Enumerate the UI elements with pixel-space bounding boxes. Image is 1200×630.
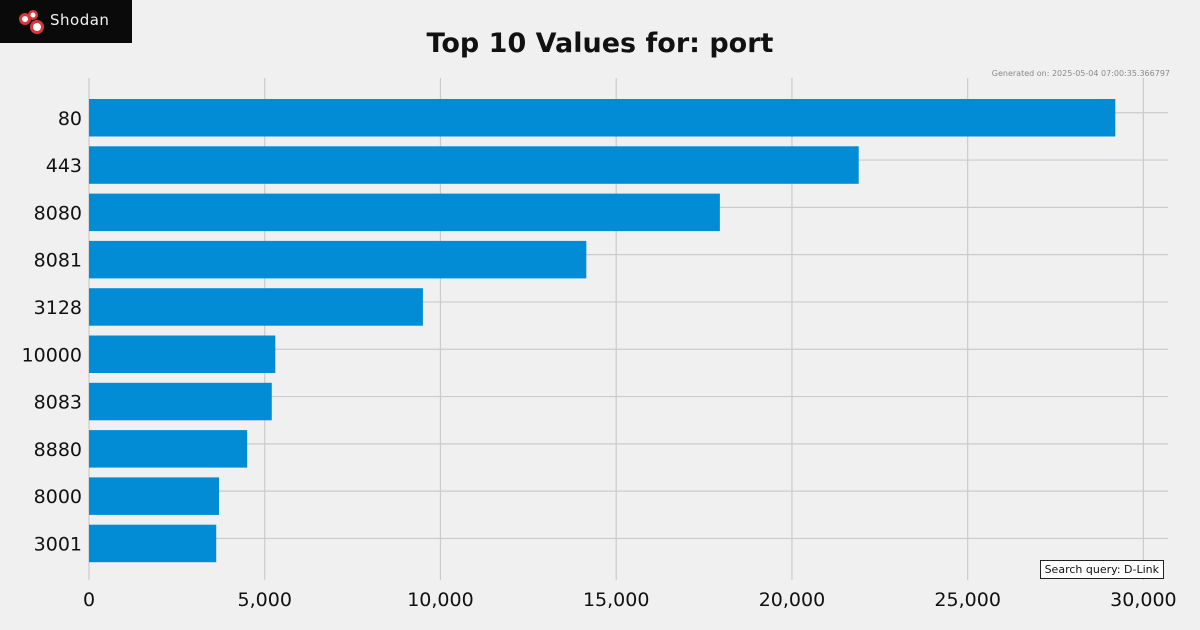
x-tick-label: 10,000 xyxy=(407,589,473,611)
y-tick-label: 8083 xyxy=(34,392,82,414)
brand-name: Shodan xyxy=(50,11,110,29)
bar-8880 xyxy=(89,430,248,468)
y-tick-label: 8080 xyxy=(34,202,82,224)
x-tick-label: 20,000 xyxy=(759,589,825,611)
bar-8083 xyxy=(89,382,272,421)
shodan-logo: Shodan xyxy=(0,0,132,43)
bar-8081 xyxy=(89,240,587,279)
y-tick-label: 80 xyxy=(58,108,82,130)
x-tick-label: 25,000 xyxy=(934,589,1000,611)
y-tick-label: 10000 xyxy=(22,344,82,366)
generated-timestamp: Generated on: 2025-05-04 07:00:35.366797 xyxy=(991,69,1170,78)
x-tick-label: 0 xyxy=(83,589,95,611)
bar-3001 xyxy=(89,524,217,563)
y-tick-label: 3001 xyxy=(34,533,82,555)
bar-8080 xyxy=(89,193,720,232)
chart-title: Top 10 Values for: port xyxy=(426,28,774,59)
y-tick-label: 443 xyxy=(46,155,82,177)
y-tick-label: 8081 xyxy=(34,250,82,272)
x-tick-label: 30,000 xyxy=(1110,589,1176,611)
bar-3128 xyxy=(89,288,423,326)
y-tick-label: 3128 xyxy=(34,297,82,319)
search-query-box: Search query: D-Link xyxy=(1039,560,1164,579)
y-tick-label: 8880 xyxy=(34,439,82,461)
y-tick-label: 8000 xyxy=(34,486,82,508)
bar-8000 xyxy=(89,477,220,515)
x-tick-label: 15,000 xyxy=(583,589,649,611)
x-tick-label: 5,000 xyxy=(238,589,292,611)
bar-80 xyxy=(89,99,1116,137)
shodan-logo-icon xyxy=(19,10,44,34)
bar-10000 xyxy=(89,335,276,373)
bar-443 xyxy=(89,146,859,184)
